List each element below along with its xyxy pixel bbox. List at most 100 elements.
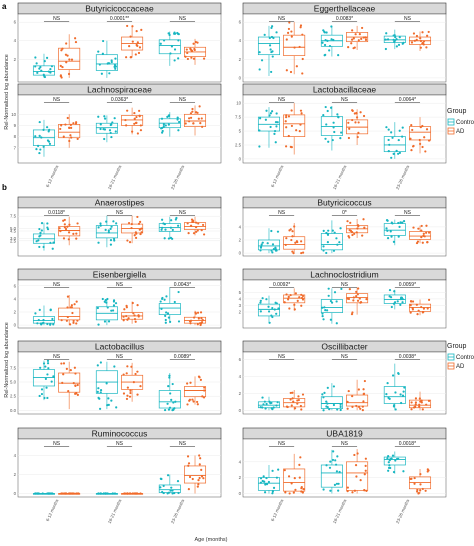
data-point <box>40 388 44 391</box>
data-point <box>134 121 138 124</box>
significance-label: NS <box>278 16 286 22</box>
data-point <box>186 455 190 458</box>
box-ad <box>184 454 207 494</box>
data-point <box>262 403 265 406</box>
data-point <box>169 52 172 55</box>
data-point <box>96 390 99 393</box>
data-point <box>110 309 113 312</box>
data-point <box>161 490 164 494</box>
data-point <box>107 403 110 406</box>
data-point <box>330 25 333 28</box>
data-point <box>399 303 402 306</box>
data-point <box>76 222 79 225</box>
data-point <box>40 136 43 139</box>
data-point <box>276 401 279 404</box>
data-point <box>103 320 107 323</box>
data-point <box>332 249 336 252</box>
significance-label: 0.0363* <box>111 97 128 103</box>
box-iqr <box>383 386 406 404</box>
data-point <box>338 470 341 474</box>
data-point <box>63 223 66 226</box>
data-point <box>259 477 263 480</box>
data-point <box>331 458 335 462</box>
y-tick-label: 6 <box>14 283 17 288</box>
data-point <box>300 486 303 489</box>
data-point <box>107 397 110 400</box>
data-point <box>128 45 131 48</box>
data-point <box>352 296 355 299</box>
data-point <box>269 112 272 115</box>
y-tick-label: 9 <box>14 123 17 128</box>
data-point <box>386 38 390 41</box>
data-point <box>332 38 335 42</box>
significance-annotation: 0* <box>331 210 358 216</box>
data-point <box>359 479 362 482</box>
data-point <box>340 131 343 134</box>
significance-label: NS <box>116 441 124 447</box>
data-point <box>195 230 198 233</box>
data-point <box>264 407 267 410</box>
significance-annotation: NS <box>169 97 196 103</box>
data-point <box>258 145 261 148</box>
box-ad <box>58 216 81 246</box>
data-point <box>287 475 291 478</box>
data-point <box>122 373 125 376</box>
data-point <box>72 382 75 385</box>
panel-b7: UBA1819 0 2 4 NS NS 0.0018* 6-12 months 18-21 mo… <box>239 427 447 524</box>
data-point <box>386 219 389 222</box>
data-point <box>37 318 40 322</box>
data-point <box>289 293 292 297</box>
data-point <box>357 287 360 290</box>
data-point <box>68 126 71 129</box>
data-point <box>351 118 354 122</box>
panel-title: Lactobacillaceae <box>313 84 377 94</box>
data-point <box>131 130 134 133</box>
data-point <box>346 400 349 403</box>
data-point <box>322 409 325 412</box>
significance-label: 0* <box>342 210 347 216</box>
data-point <box>63 226 66 229</box>
data-point <box>364 464 367 467</box>
data-point <box>177 39 180 42</box>
data-point <box>415 490 419 493</box>
data-point <box>125 314 128 318</box>
data-point <box>97 387 100 390</box>
data-point <box>391 136 394 139</box>
data-point <box>192 400 195 403</box>
data-point <box>416 488 419 491</box>
data-point <box>272 486 276 489</box>
data-point <box>164 124 167 127</box>
data-point <box>275 112 278 115</box>
data-point <box>325 31 328 34</box>
data-point <box>289 70 293 74</box>
data-point <box>126 365 129 368</box>
data-point <box>361 409 364 412</box>
data-point <box>41 322 44 325</box>
data-point <box>348 229 351 232</box>
data-point <box>273 129 277 133</box>
data-point <box>269 402 272 405</box>
data-point <box>65 319 68 322</box>
data-point <box>332 121 335 124</box>
data-point <box>136 44 139 47</box>
data-point <box>166 312 170 315</box>
significance-label: NS <box>278 354 286 360</box>
data-point <box>75 232 78 235</box>
data-point <box>390 235 393 238</box>
data-point <box>72 122 75 125</box>
box-ad <box>283 222 306 255</box>
data-point <box>290 482 293 485</box>
data-point <box>284 120 287 123</box>
box-iqr <box>320 233 343 251</box>
data-point <box>357 121 360 124</box>
data-point <box>46 228 50 231</box>
box-iqr <box>283 294 306 304</box>
data-point <box>292 491 295 494</box>
data-point <box>419 37 422 40</box>
data-point <box>113 117 116 120</box>
data-point <box>192 232 196 235</box>
legend-item-label: Control <box>456 120 474 126</box>
data-point <box>109 227 112 230</box>
data-point <box>387 138 390 142</box>
data-point <box>336 243 339 246</box>
